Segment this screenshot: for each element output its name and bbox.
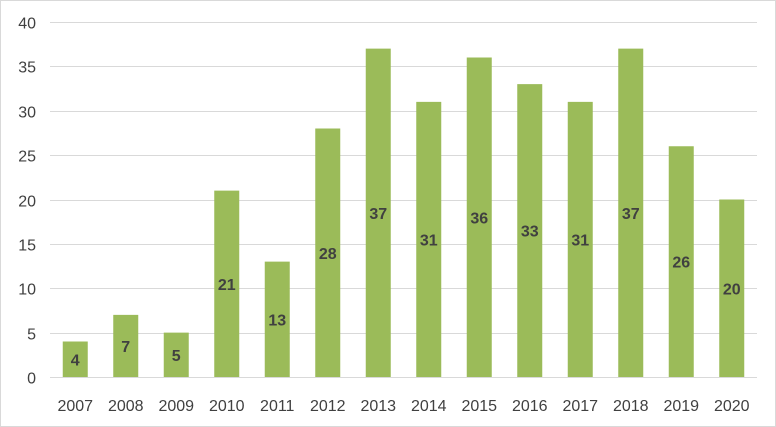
data-label: 13: [268, 312, 286, 329]
y-tick-label: 25: [18, 149, 36, 166]
x-tick-label: 2008: [108, 398, 144, 415]
data-label: 31: [571, 232, 589, 249]
bars: [62, 48, 745, 377]
data-label: 26: [672, 255, 690, 272]
bar: [214, 190, 240, 377]
x-tick-label: 2007: [57, 398, 93, 415]
bar: [62, 341, 88, 377]
data-label: 33: [521, 224, 539, 241]
x-tick-label: 2015: [461, 398, 497, 415]
data-label: 37: [369, 206, 387, 223]
y-tick-label: 35: [18, 60, 36, 77]
data-label: 37: [622, 206, 640, 223]
y-tick-label: 40: [18, 16, 36, 33]
x-tick-label: 2009: [158, 398, 194, 415]
gridlines: [50, 22, 757, 334]
bar: [466, 57, 492, 377]
y-axis-tick-labels: 0 5 10 15 20 25 30 35 40: [18, 16, 36, 388]
bar: [416, 101, 442, 377]
x-tick-label: 2019: [663, 398, 699, 415]
bar: [618, 48, 644, 377]
x-tick-label: 2017: [562, 398, 598, 415]
data-label: 31: [420, 232, 438, 249]
data-label: 20: [723, 281, 741, 298]
y-tick-label: 5: [27, 327, 36, 344]
data-label: 28: [319, 246, 337, 263]
x-tick-label: 2011: [260, 398, 295, 415]
y-tick-label: 30: [18, 105, 36, 122]
x-tick-label: 2020: [714, 398, 750, 415]
bar: [668, 146, 694, 377]
x-tick-label: 2014: [411, 398, 447, 415]
bar: [567, 101, 593, 377]
y-tick-label: 20: [18, 194, 36, 211]
x-tick-label: 2012: [310, 398, 346, 415]
data-label: 36: [470, 210, 488, 227]
bar: [264, 261, 290, 377]
bar: [517, 84, 543, 377]
data-label: 4: [71, 352, 80, 369]
data-labels: 4 7 5 21 13 28 37 31 36 33 31 37 26 20: [71, 206, 741, 369]
y-tick-label: 0: [27, 371, 36, 388]
y-tick-label: 10: [18, 282, 36, 299]
bar: [365, 48, 391, 377]
bar: [315, 128, 341, 377]
bar: [113, 314, 139, 377]
x-tick-label: 2018: [613, 398, 649, 415]
x-axis-tick-labels: 2007 2008 2009 2010 2011 2012 2013 2014 2015 2016…: [57, 398, 749, 415]
data-label: 5: [172, 348, 181, 365]
bar: [719, 199, 745, 377]
data-label: 7: [121, 339, 130, 356]
data-label: 21: [218, 277, 236, 294]
x-tick-label: 2010: [209, 398, 245, 415]
x-tick-label: 2016: [512, 398, 548, 415]
x-tick-label: 2013: [360, 398, 396, 415]
y-tick-label: 15: [18, 238, 36, 255]
bar: [163, 332, 189, 377]
